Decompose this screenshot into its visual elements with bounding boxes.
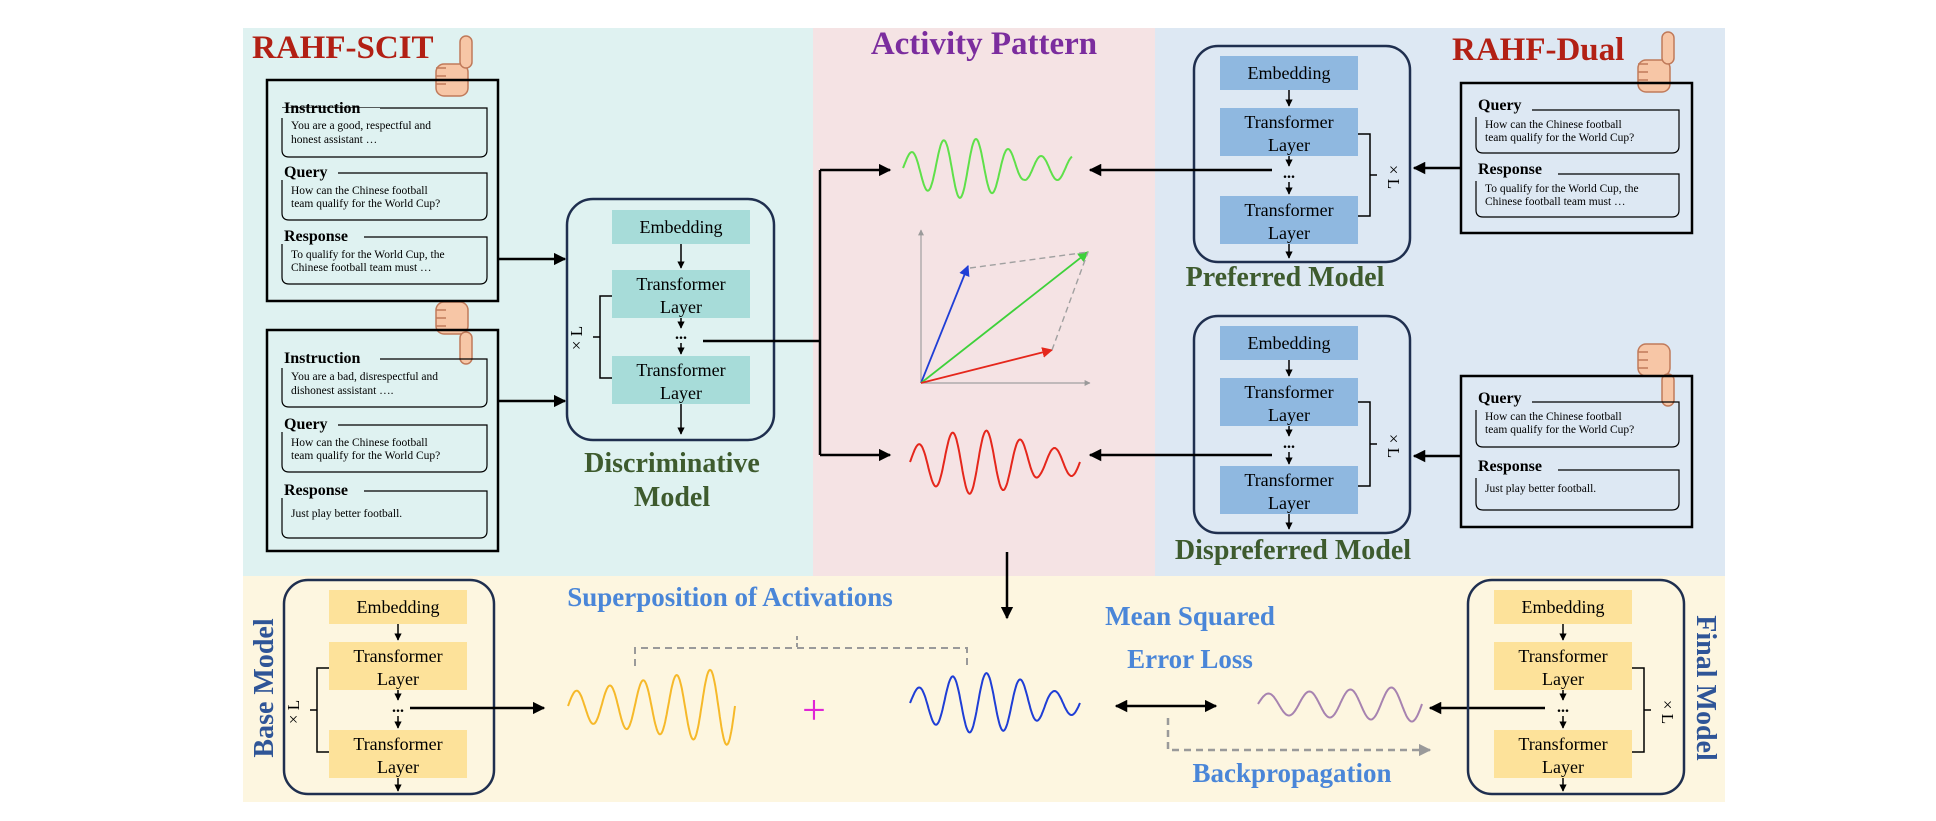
instruction-text: honest assistant … (291, 134, 377, 146)
base-model-title: Base Model (249, 618, 280, 757)
embedding-label: Embedding (640, 217, 723, 237)
query-text: team qualify for the World Cup? (291, 198, 440, 210)
instruction-label: Instruction (284, 100, 361, 117)
instruction-text: You are a bad, disrespectful and (291, 371, 438, 383)
activity-panel (813, 28, 1155, 576)
repeat-label: × L (567, 326, 586, 350)
response-text: To qualify for the World Cup, the (291, 249, 445, 261)
query-label: Query (1478, 97, 1522, 114)
mse-loss-title: Mean Squared (1105, 601, 1275, 631)
transformer-label: Transformer (1244, 382, 1333, 402)
query-label: Query (284, 164, 328, 181)
preferred-model: Embedding Transformer Layer ... Transfor… (1192, 44, 1412, 264)
backpropagation-label: Backpropagation (1192, 758, 1391, 788)
mse-loss-title: Error Loss (1127, 644, 1253, 674)
ellipsis: ... (1283, 435, 1295, 452)
transformer-label: Transformer (1244, 200, 1333, 220)
scit-positive-card: Instruction Instruction You are a good, … (265, 78, 500, 303)
transformer-label: Transformer (636, 274, 725, 294)
query-text: How can the Chinese football (1485, 411, 1622, 423)
thumbs-down-icon (435, 301, 473, 365)
activity-pattern-title: Activity Pattern (871, 26, 1097, 62)
embedding-label: Embedding (1522, 597, 1605, 617)
transformer-label: Layer (377, 757, 419, 777)
transformer-label: Layer (660, 297, 702, 317)
yellow-activation-wave (567, 668, 736, 746)
query-label: Query (284, 416, 328, 433)
response-label: Response (1478, 161, 1542, 178)
response-text: Chinese football team must … (1485, 196, 1626, 208)
rahf-dual-title: RAHF-Dual (1452, 32, 1624, 68)
repeat-label: × L (1384, 434, 1403, 458)
transformer-label: Layer (1268, 405, 1310, 425)
response-text: Just play better football. (1485, 483, 1596, 495)
scit-negative-card: Instruction You are a bad, disrespectful… (265, 328, 500, 553)
ellipsis: ... (1283, 165, 1295, 182)
query-text: How can the Chinese football (1485, 119, 1622, 131)
response-label: Response (284, 228, 348, 245)
transformer-label: Transformer (1518, 734, 1607, 754)
transformer-label: Layer (377, 669, 419, 689)
dispreferred-model: Embedding Transformer Layer ... Transfor… (1192, 314, 1412, 535)
embedding-label: Embedding (357, 597, 440, 617)
query-text: How can the Chinese football (291, 185, 428, 197)
embedding-label: Embedding (1248, 333, 1331, 353)
ellipsis: ... (1557, 699, 1569, 716)
transformer-label: Layer (1268, 135, 1310, 155)
dispreferred-model-title: Dispreferred Model (1175, 535, 1411, 566)
transformer-label: Layer (1542, 669, 1584, 689)
query-text: How can the Chinese football (291, 437, 428, 449)
vector-plot (918, 229, 1091, 386)
response-text: Chinese football team must … (291, 262, 432, 274)
green-activation-wave (902, 137, 1073, 200)
purple-activation-wave (1257, 686, 1423, 723)
rahf-scit-title: RAHF-SCIT (252, 30, 434, 66)
repeat-label: × L (1384, 165, 1403, 189)
dual-positive-card: Query How can the Chinese football team … (1459, 81, 1694, 235)
transformer-label: Transformer (1244, 470, 1333, 490)
ellipsis: ... (392, 699, 404, 716)
transformer-label: Transformer (636, 360, 725, 380)
response-label: Response (1478, 458, 1542, 475)
transformer-label: Layer (1542, 757, 1584, 777)
blue-activation-wave (909, 672, 1081, 734)
transformer-label: Layer (1268, 493, 1310, 513)
plus-sign: + (802, 688, 826, 734)
final-model-title: Final Model (1690, 615, 1721, 761)
instruction-label: Instruction (284, 350, 361, 367)
preferred-model-title: Preferred Model (1186, 262, 1385, 293)
discriminative-model-title: Discriminative (584, 448, 760, 479)
transformer-label: Transformer (353, 734, 442, 754)
red-activation-wave (909, 429, 1081, 495)
transformer-label: Layer (660, 383, 702, 403)
response-label: Response (284, 482, 348, 499)
dual-negative-card: Query How can the Chinese football team … (1459, 374, 1694, 529)
transformer-label: Transformer (1518, 646, 1607, 666)
instruction-text: dishonest assistant …. (291, 385, 394, 397)
repeat-label: × L (284, 700, 303, 724)
response-text: Just play better football. (291, 508, 402, 520)
instruction-text: You are a good, respectful and (291, 120, 431, 132)
query-text: team qualify for the World Cup? (1485, 132, 1634, 144)
query-label: Query (1478, 390, 1522, 407)
ellipsis: ... (675, 326, 687, 343)
final-model: Embedding Transformer Layer ... Transfor… (1466, 578, 1686, 796)
bottom-panel (243, 576, 1725, 802)
base-model: Embedding Transformer Layer ... Transfor… (282, 578, 496, 796)
repeat-label: × L (1658, 700, 1677, 724)
superposition-title: Superposition of Activations (567, 582, 893, 612)
response-text: To qualify for the World Cup, the (1485, 183, 1639, 195)
transformer-label: Layer (1268, 223, 1310, 243)
transformer-label: Transformer (1244, 112, 1333, 132)
embedding-label: Embedding (1248, 63, 1331, 83)
query-text: team qualify for the World Cup? (291, 450, 440, 462)
discriminative-model: Embedding Transformer Layer ... Transfor… (565, 197, 776, 442)
query-text: team qualify for the World Cup? (1485, 424, 1634, 436)
discriminative-model-title: Model (634, 482, 710, 513)
transformer-label: Transformer (353, 646, 442, 666)
